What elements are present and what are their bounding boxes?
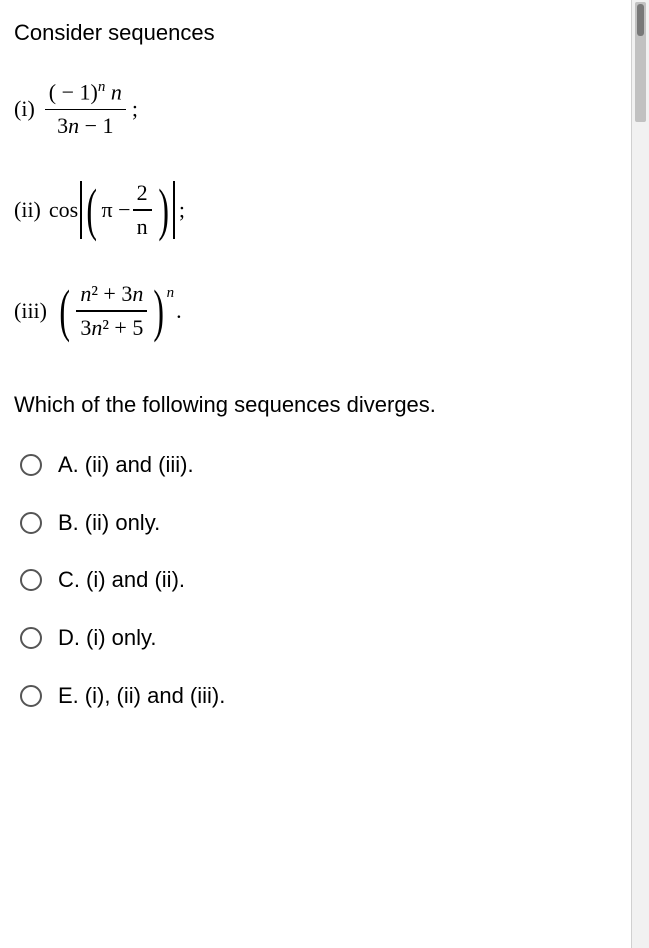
- option-d[interactable]: D. (i) only.: [14, 623, 617, 653]
- radio-d[interactable]: [20, 627, 42, 649]
- den-i: 3n − 1: [53, 110, 117, 143]
- option-b[interactable]: B. (ii) only.: [14, 508, 617, 538]
- rparen-iii: ): [154, 285, 165, 337]
- radio-b[interactable]: [20, 512, 42, 534]
- radio-e[interactable]: [20, 685, 42, 707]
- fraction-iii: n² + 3n 3n² + 5: [76, 278, 147, 345]
- den-ii: n: [133, 211, 152, 244]
- option-letter: D.: [58, 623, 80, 653]
- suffix-ii: ;: [179, 195, 185, 225]
- option-letter: B.: [58, 508, 79, 538]
- rparen-ii: ): [158, 184, 169, 236]
- suffix-i: ;: [132, 94, 138, 124]
- option-letter: C.: [58, 565, 80, 595]
- intro-text: Consider sequences: [14, 18, 617, 48]
- cos-block: cos ( π − 2 n ): [49, 177, 175, 244]
- fraction-ii: 2 n: [133, 177, 152, 244]
- sequence-ii: (ii) cos ( π − 2 n ) ;: [14, 177, 617, 244]
- marker-i: (i): [14, 94, 35, 124]
- option-text: (i) only.: [86, 623, 157, 653]
- question-text: Which of the following sequences diverge…: [14, 390, 617, 420]
- abs-bar-right: [173, 181, 175, 239]
- option-text: (i), (ii) and (iii).: [85, 681, 226, 711]
- marker-iii: (iii): [14, 296, 47, 326]
- lparen-ii: (: [87, 184, 98, 236]
- option-text: (i) and (ii).: [86, 565, 185, 595]
- option-letter: E.: [58, 681, 79, 711]
- lparen-iii: (: [59, 285, 70, 337]
- num-iii: n² + 3n: [76, 278, 147, 311]
- suffix-iii: .: [176, 296, 182, 326]
- num-ii: 2: [133, 177, 152, 210]
- abs-bar-left: [80, 181, 82, 239]
- fraction-i: ( − 1)n n 3n − 1: [45, 76, 126, 143]
- sequence-i: (i) ( − 1)n n 3n − 1 ;: [14, 76, 617, 143]
- radio-c[interactable]: [20, 569, 42, 591]
- option-text: (ii) and (iii).: [85, 450, 194, 480]
- option-text: (ii) only.: [85, 508, 160, 538]
- option-a[interactable]: A. (ii) and (iii).: [14, 450, 617, 480]
- pi-minus: π −: [102, 195, 131, 225]
- den-iii: 3n² + 5: [76, 312, 147, 345]
- scrollbar-thumb-inner[interactable]: [637, 4, 644, 36]
- option-letter: A.: [58, 450, 79, 480]
- option-e[interactable]: E. (i), (ii) and (iii).: [14, 681, 617, 711]
- marker-ii: (ii): [14, 195, 41, 225]
- option-c[interactable]: C. (i) and (ii).: [14, 565, 617, 595]
- scrollbar-track[interactable]: [632, 0, 649, 948]
- sequence-iii: (iii) ( n² + 3n 3n² + 5 ) n .: [14, 278, 617, 345]
- num-i: ( − 1)n n: [45, 76, 126, 109]
- exp-iii: n: [167, 283, 175, 303]
- cos-fn: cos: [49, 195, 78, 225]
- question-page: Consider sequences (i) ( − 1)n n 3n − 1 …: [0, 0, 632, 948]
- radio-a[interactable]: [20, 454, 42, 476]
